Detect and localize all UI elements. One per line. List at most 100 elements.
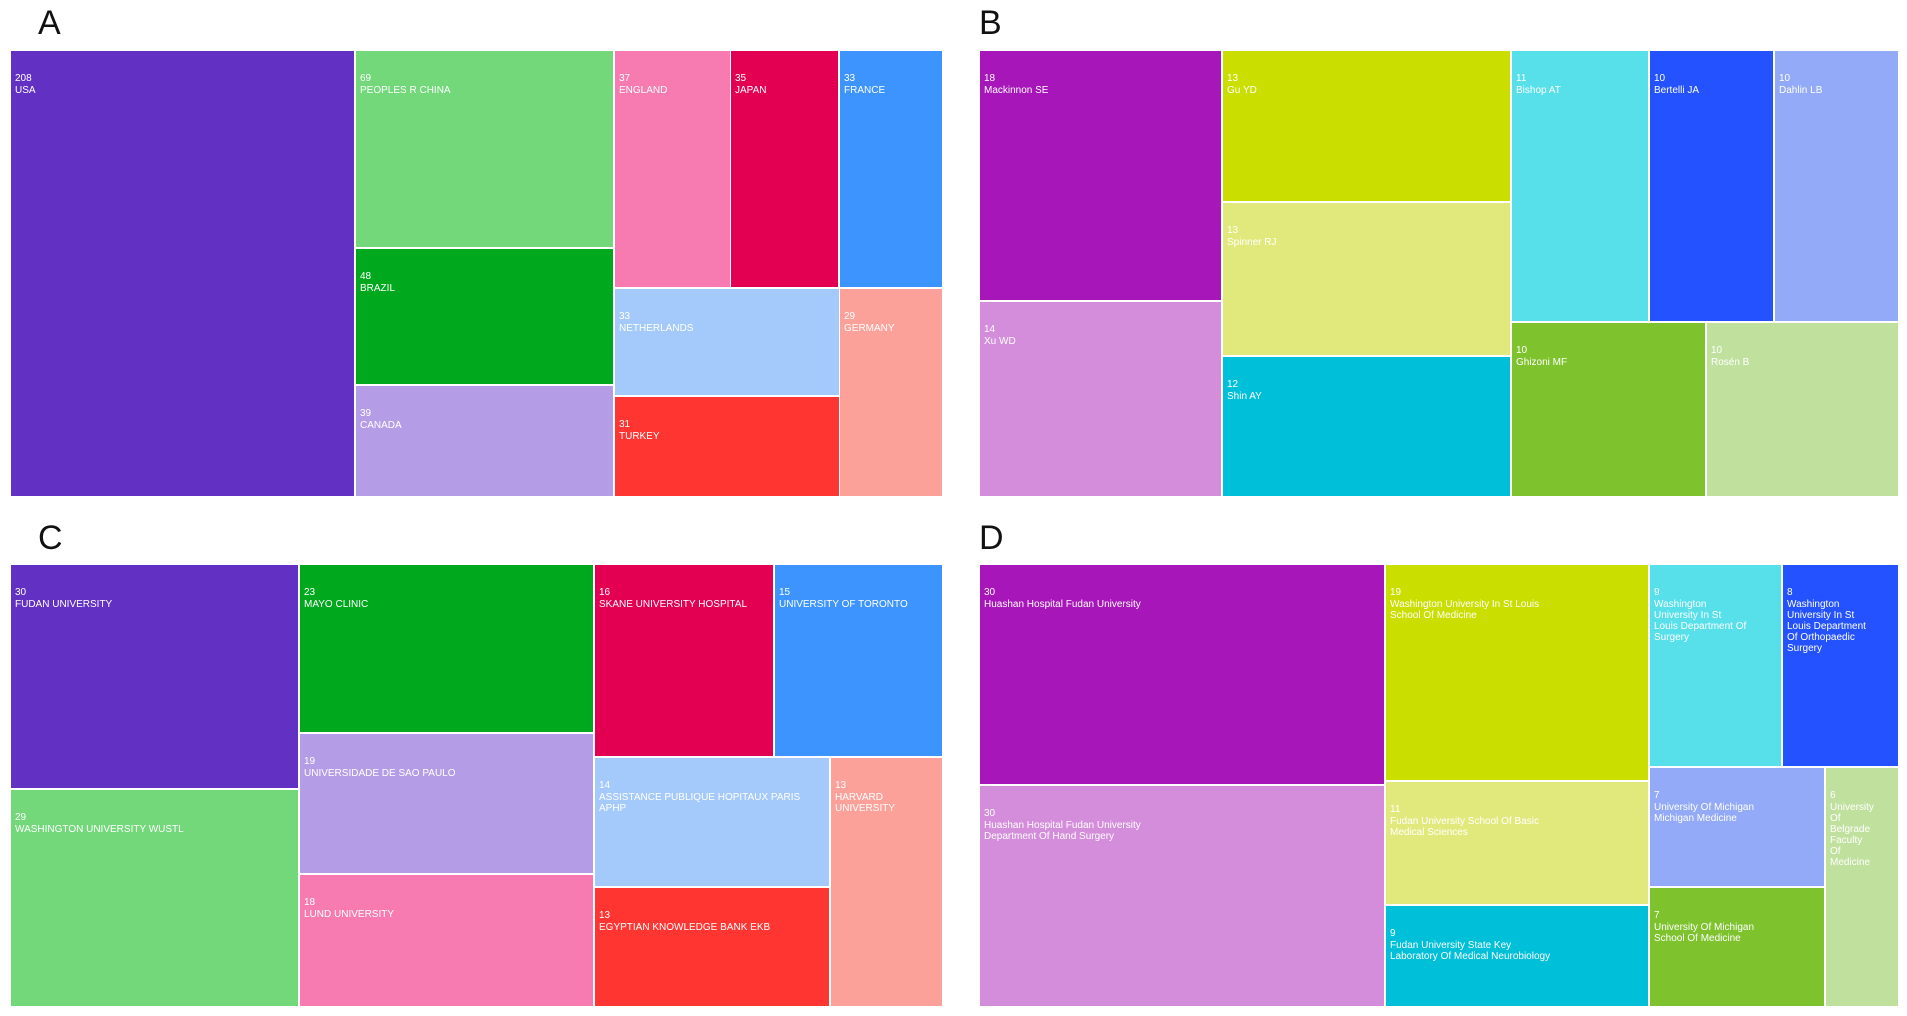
treemap-value-turkey: 31 [619,419,631,430]
treemap-rect-mayo-clinic [300,565,593,732]
treemap-rect-washington-university-in-st-louis-school-of-medicine [1386,565,1648,780]
treemap-label-universidade-de-sao-paulo: UNIVERSIDADE DE SAO PAULO [304,768,456,779]
treemap-value-assistance-publique-hopitaux-paris-aphp: 14 [599,780,611,791]
treemap-value-washington-university-in-st-louis-department-of-surgery: 9 [1654,587,1660,598]
treemap-rect-xu-wd [980,302,1221,496]
treemap-value-university-of-toronto: 15 [779,587,791,598]
panel-b-label: B [979,4,1002,42]
treemap-rect-skane-university-hospital [595,565,773,756]
treemap-value-huashan-hospital-fudan-university-department-of-hand-surgery: 30 [984,808,996,819]
treemap-rect-university-of-michigan-school-of-medicine [1650,888,1824,1006]
treemap-value-lund-university: 18 [304,897,316,908]
treemap-value-gu-yd: 13 [1227,73,1239,84]
treemap-label-assistance-publique-hopitaux-paris-aphp: ASSISTANCE PUBLIQUE HOPITAUX PARIS APHP [599,792,800,814]
treemap-value-washington-university-wustl: 29 [15,812,27,823]
treemap-label-washington-university-in-st-louis-school-of-medicine: Washington University In St Louis School … [1390,599,1539,621]
treemap-label-ghizoni-mf: Ghizoni MF [1516,357,1567,368]
treemap-label-mayo-clinic: MAYO CLINIC [304,599,368,610]
treemap-rect-mackinnon-se [980,51,1221,300]
treemap-value-mackinnon-se: 18 [984,73,996,84]
treemap-label-turkey: TURKEY [619,431,660,442]
treemap-value-fudan-university-school-of-basic-medical-sciences: 11 [1390,804,1401,815]
treemap-rect-canada [356,386,613,496]
treemap-value-universidade-de-sao-paulo: 19 [304,756,316,767]
treemap-label-spinner-rj: Spinner RJ [1227,237,1276,248]
treemap-value-fudan-university-state-key-laboratory-of-medical-neurobiology: 9 [1390,928,1396,939]
treemap-label-bertelli-ja: Bertelli JA [1654,85,1699,96]
treemap-value-shin-ay: 12 [1227,379,1239,390]
treemap-rect-universidade-de-sao-paulo [300,734,593,873]
treemap-label-harvard-university: HARVARD UNIVERSITY [835,792,895,814]
treemap-label-fudan-university: FUDAN UNIVERSITY [15,599,113,610]
treemap-label-germany: GERMANY [844,323,895,334]
treemap-value-bishop-at: 11 [1516,73,1527,84]
treemap-value-usa: 208 [15,73,32,84]
treemap-rect-usa [11,51,354,496]
treemap-value-ros-n-b: 10 [1711,345,1723,356]
treemap-value-washington-university-in-st-louis-school-of-medicine: 19 [1390,587,1402,598]
treemap-label-washington-university-in-st-louis-department-of-surgery: Washington University In St Louis Departme… [1654,599,1746,643]
treemap-label-bishop-at: Bishop AT [1516,85,1561,96]
treemap-value-washington-university-in-st-louis-department-of-orthopaedic-surgery: 8 [1787,587,1793,598]
treemap-label-washington-university-in-st-louis-department-of-orthopaedic-surgery: Washington University In St Louis Departme… [1787,599,1866,654]
treemap-value-spinner-rj: 13 [1227,225,1239,236]
treemap-value-egyptian-knowledge-bank-ekb: 13 [599,910,611,921]
treemap-label-university-of-toronto: UNIVERSITY OF TORONTO [779,599,908,610]
treemap-label-gu-yd: Gu YD [1227,85,1257,96]
treemap-label-brazil: BRAZIL [360,283,395,294]
treemap-label-university-of-michigan-michigan-medicine: University Of Michigan Michigan Medicine [1654,802,1754,824]
treemap-rect-washington-university-in-st-louis-department-of-orthopaedic-surgery [1783,565,1898,766]
treemap-label-japan: JAPAN [735,85,767,96]
treemap-label-dahlin-lb: Dahlin LB [1779,85,1823,96]
treemap-value-england: 37 [619,73,631,84]
treemap-label-huashan-hospital-fudan-university-department-of-hand-surgery: Huashan Hospital Fudan University Departm… [984,820,1141,842]
panel-c-label: C [38,519,63,557]
treemap-rect-huashan-hospital-fudan-university [980,565,1384,784]
treemap-rect-washington-university-in-st-louis-department-of-surgery [1650,565,1781,766]
treemap-value-bertelli-ja: 10 [1654,73,1666,84]
treemap-value-peoples-r-china: 69 [360,73,372,84]
treemap-label-france: FRANCE [844,85,885,96]
treemap-label-netherlands: NETHERLANDS [619,323,694,334]
treemap-rect-spinner-rj [1223,203,1510,355]
treemap-label-xu-wd: Xu WD [984,336,1016,347]
treemap-rect-peoples-r-china [356,51,613,247]
treemap-value-netherlands: 33 [619,311,631,322]
treemap-label-england: ENGLAND [619,85,667,96]
treemap-rect-england [615,51,730,287]
treemap-label-usa: USA [15,85,36,96]
treemap-value-huashan-hospital-fudan-university: 30 [984,587,996,598]
treemap-rect-dahlin-lb [1775,51,1898,321]
treemap-rect-brazil [356,249,613,384]
